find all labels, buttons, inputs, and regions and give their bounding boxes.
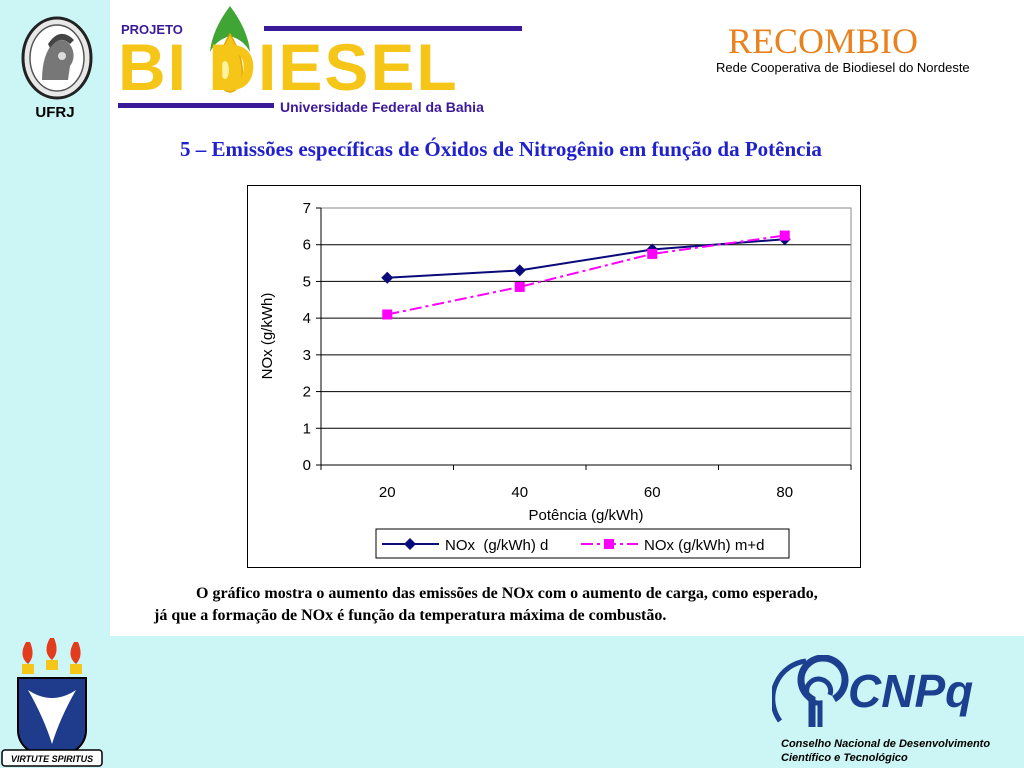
legend-swatch-marker-md [604, 539, 614, 549]
y-tick-label-0: 0 [303, 457, 311, 474]
y-tick-label-2: 2 [303, 384, 311, 401]
cnpq-subtitle-line-1: Conselho Nacional de Desenvolvimento [781, 738, 991, 750]
chart-series [381, 230, 791, 320]
nox-chart-svg: 0 1 2 3 4 5 6 7 20 40 60 80 NOx (g/kWh) Potência (… [259, 200, 852, 559]
legend-label-md: NOx (g/kWh) m+d [644, 537, 764, 554]
series-1-point-20 [382, 309, 393, 320]
y-tick-labels: 0 1 2 3 4 5 6 7 [303, 200, 311, 474]
chart-axes [316, 207, 852, 470]
recombio-title: RECOMBIO [728, 21, 919, 61]
biodiesel-wordmark: BI DIESEL [118, 30, 459, 104]
slide-title: 5 – Emissões específicas de Óxidos de Ni… [180, 137, 822, 161]
left-side-band [0, 0, 110, 768]
bottom-band [110, 636, 1024, 768]
x-tick-label-20: 20 [379, 484, 396, 501]
y-tick-label-6: 6 [303, 237, 311, 254]
ufrj-crest-logo: VIRTUTE SPIRITUS [1, 638, 103, 767]
chart-legend: NOx (g/kWh) d NOx (g/kWh) m+d [375, 528, 790, 559]
slide-caption: O gráfico mostra o aumento das emissões … [154, 583, 984, 627]
y-tick-label-5: 5 [303, 273, 311, 290]
series-1-point-80 [779, 230, 790, 241]
cnpq-wordmark: CNPq [848, 665, 973, 717]
projeto-biodiesel-logo [118, 6, 522, 108]
series-0-point-20 [381, 271, 394, 284]
torch-icons [22, 638, 82, 674]
cnpq-emblem-icon [772, 655, 849, 727]
university-label: Universidade Federal da Bahia [280, 99, 484, 115]
y-axis-label: NOx (g/kWh) [259, 293, 276, 380]
series-1-point-60 [647, 248, 658, 259]
y-tick-label-3: 3 [303, 347, 311, 364]
recombio-subtitle: Rede Cooperativa de Biodiesel do Nordest… [716, 60, 970, 75]
x-tick-label-80: 80 [776, 484, 793, 501]
series-1-point-40 [514, 281, 525, 292]
y-tick-label-7: 7 [303, 200, 311, 217]
x-tick-label-40: 40 [511, 484, 528, 501]
nox-chart: 0 1 2 3 4 5 6 7 20 40 60 80 NOx (g/kWh) Potência (… [247, 185, 861, 568]
cnpq-logo: CNPq [772, 655, 973, 727]
legend-swatch-marker-d [404, 538, 416, 550]
projeto-label: PROJETO [121, 22, 183, 37]
caption-line-2: já que a formação de NOx é função da tem… [154, 607, 667, 624]
x-tick-label-60: 60 [644, 484, 661, 501]
ufrj-minerva-logo [21, 16, 93, 100]
ufrj-label: UFRJ [35, 104, 75, 121]
y-tick-label-1: 1 [303, 420, 311, 437]
y-tick-label-4: 4 [303, 310, 311, 327]
plot-area-frame [320, 207, 852, 466]
x-axis-label: Potência (g/kWh) [528, 507, 643, 524]
x-tick-labels: 20 40 60 80 [379, 484, 793, 501]
ufrj-motto: VIRTUTE SPIRITUS [11, 754, 93, 764]
series-line-1 [387, 234, 785, 316]
legend-label-d: NOx (g/kWh) d [445, 537, 548, 554]
cnpq-subtitle: Conselho Nacional de Desenvolvimento Cie… [781, 737, 990, 765]
series-0-point-40 [513, 264, 526, 277]
cnpq-subtitle-line-2: Científico e Tecnológico [781, 752, 908, 764]
caption-line-1: O gráfico mostra o aumento das emissões … [196, 585, 818, 602]
